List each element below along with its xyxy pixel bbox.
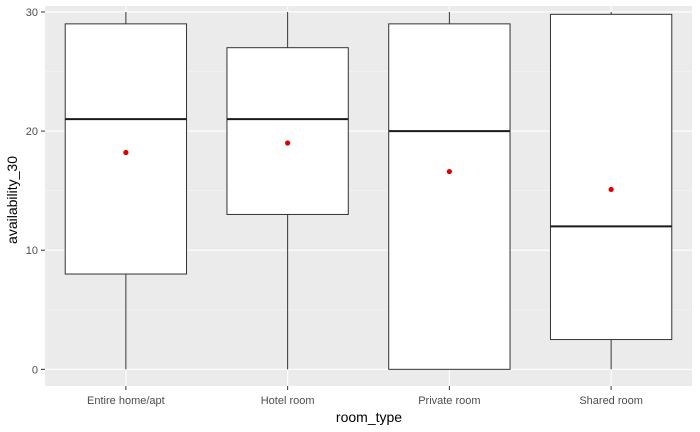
y-tick-label: 30	[26, 7, 38, 19]
y-tick-label: 0	[32, 364, 38, 376]
y-tick-label: 20	[26, 126, 38, 138]
x-axis: Entire home/apt Hotel room Private room Sha…	[87, 386, 643, 407]
x-axis-title: room_type	[336, 409, 402, 425]
x-tick-label: Private room	[418, 395, 480, 407]
boxplot-private-room	[388, 11, 511, 370]
y-axis-title: availability_30	[4, 156, 20, 244]
box	[226, 47, 349, 215]
box	[388, 23, 511, 370]
x-tick-label: Shared room	[579, 395, 643, 407]
mean-point	[446, 168, 452, 175]
mean-point	[608, 186, 614, 193]
x-tick-label: Hotel room	[261, 395, 315, 407]
boxplot-hotel-room	[226, 11, 349, 370]
boxplots	[64, 11, 673, 370]
mean-point	[285, 140, 291, 146]
boxplot-entire-home-apt	[64, 11, 188, 370]
x-tick-label: Entire home/apt	[87, 395, 165, 407]
boxplot-shared-room	[549, 11, 673, 370]
y-tick-label: 10	[26, 245, 38, 257]
y-axis: 0 10 20 30	[26, 7, 45, 376]
box	[549, 13, 673, 341]
box	[64, 23, 188, 275]
mean-point	[123, 149, 129, 156]
